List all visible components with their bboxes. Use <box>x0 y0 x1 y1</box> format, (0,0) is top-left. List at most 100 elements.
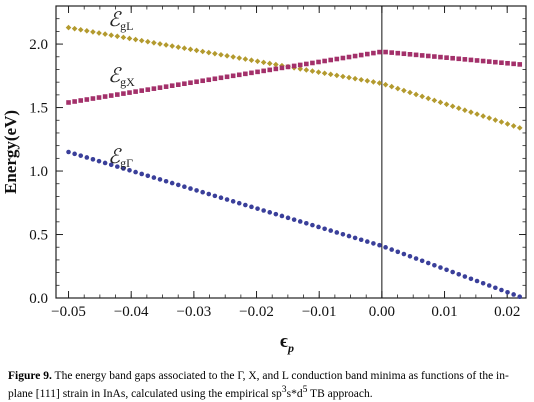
data-point <box>462 107 468 113</box>
y-tick-label: 1.5 <box>29 101 48 117</box>
figure-caption: Figure 9. The energy band gaps associate… <box>8 369 526 401</box>
data-point <box>389 50 394 55</box>
data-point <box>304 61 309 67</box>
data-point <box>352 75 358 82</box>
data-point <box>304 220 309 226</box>
y-tick-label: 0.5 <box>29 228 48 244</box>
series-label-main: ℰ <box>108 65 122 87</box>
data-point <box>346 54 352 60</box>
data-point <box>181 45 188 52</box>
x-tick-label: 0.01 <box>431 304 457 320</box>
data-point <box>517 62 523 67</box>
x-tick-label: −0.05 <box>51 304 86 320</box>
data-point <box>151 86 157 91</box>
data-point <box>169 180 175 186</box>
x-tick-label: −0.04 <box>114 304 149 320</box>
data-point <box>96 158 102 164</box>
data-point <box>267 210 273 215</box>
data-point <box>419 53 425 58</box>
data-point <box>498 119 505 125</box>
data-point <box>218 75 224 81</box>
data-point <box>376 80 383 86</box>
data-point <box>139 88 145 93</box>
data-point <box>78 98 84 103</box>
data-point <box>163 84 169 89</box>
data-point <box>199 48 206 55</box>
data-point <box>437 99 444 106</box>
data-point <box>510 123 517 129</box>
data-point <box>212 193 218 199</box>
data-point <box>432 262 437 268</box>
data-point <box>352 235 358 241</box>
data-point <box>450 269 455 275</box>
data-point <box>322 58 327 64</box>
series-label-sub: gL <box>120 19 133 33</box>
x-axis-title-main: ϵ <box>280 331 288 352</box>
x-tick-label: 0.00 <box>369 304 395 320</box>
data-point <box>108 93 114 98</box>
data-point <box>115 164 120 169</box>
data-point <box>395 50 401 56</box>
data-point <box>138 37 145 44</box>
data-point <box>449 103 456 110</box>
data-point <box>431 97 438 104</box>
data-point <box>450 55 455 61</box>
data-point <box>175 182 181 188</box>
data-point <box>182 81 187 87</box>
data-point <box>462 274 468 279</box>
data-point <box>499 60 504 66</box>
series-label-main: ℰ <box>108 146 122 168</box>
data-point <box>175 82 181 87</box>
x-axis-title-sub: p <box>287 341 294 355</box>
data-point <box>182 184 187 190</box>
data-point <box>480 113 486 119</box>
data-point <box>395 249 401 255</box>
data-point <box>96 95 102 100</box>
data-point <box>121 166 126 171</box>
y-tick-label: 1.0 <box>29 164 48 180</box>
data-point <box>194 188 199 193</box>
data-point <box>413 91 419 98</box>
data-point <box>121 91 126 96</box>
data-point <box>163 178 169 184</box>
data-point <box>443 101 450 108</box>
data-point <box>358 237 364 243</box>
data-point <box>127 167 132 173</box>
data-point <box>279 213 285 219</box>
data-point <box>188 80 193 86</box>
data-point <box>187 46 194 53</box>
data-point <box>401 51 407 57</box>
series-label-sub: gX <box>120 75 135 89</box>
data-point <box>145 87 151 92</box>
data-point <box>127 90 132 95</box>
data-point <box>321 70 328 77</box>
data-point <box>206 77 212 83</box>
data-point <box>169 43 175 49</box>
data-point <box>297 66 304 72</box>
data-point <box>261 208 266 213</box>
data-point <box>419 258 425 264</box>
x-tick-label: −0.02 <box>239 304 274 320</box>
data-point <box>365 51 370 57</box>
data-point <box>322 226 327 232</box>
data-point <box>505 60 510 66</box>
data-point <box>285 215 291 221</box>
data-point <box>334 72 340 79</box>
data-point <box>279 65 285 71</box>
data-point <box>224 74 230 80</box>
data-point <box>455 105 462 112</box>
data-point <box>254 58 261 65</box>
data-point <box>486 283 492 288</box>
data-point <box>133 169 138 175</box>
caption-label: Figure 9. <box>8 370 52 382</box>
data-point <box>224 53 230 59</box>
data-point <box>157 41 163 47</box>
data-point <box>291 217 297 222</box>
data-point <box>145 173 151 179</box>
data-point <box>102 31 108 37</box>
x-tick-label: −0.03 <box>177 304 212 320</box>
y-tick-label: 0.0 <box>29 291 48 307</box>
data-point <box>407 51 413 57</box>
data-point <box>371 241 376 246</box>
data-point <box>493 59 498 65</box>
